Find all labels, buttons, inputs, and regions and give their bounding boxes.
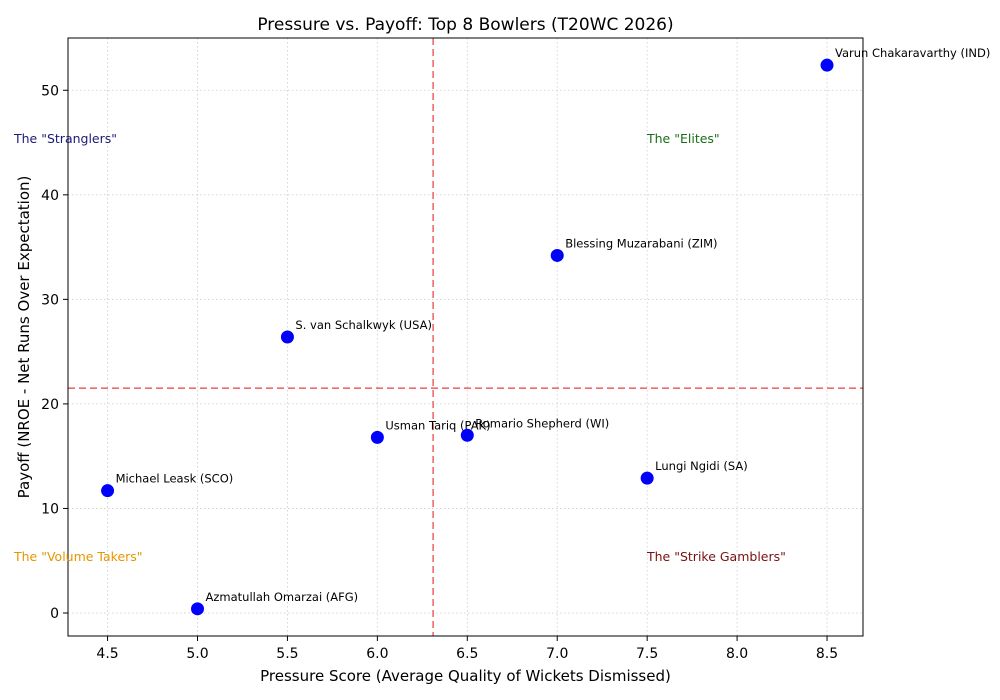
data-point — [820, 58, 834, 72]
x-tick-label: 6.5 — [456, 646, 478, 662]
data-point — [460, 428, 474, 442]
chart-title: Pressure vs. Payoff: Top 8 Bowlers (T20W… — [257, 15, 673, 35]
threshold-layer — [68, 38, 863, 636]
data-point — [640, 471, 654, 485]
data-point — [280, 330, 294, 344]
quadrant-label-top-right: The "Elites" — [646, 131, 720, 146]
x-tick-label: 6.0 — [366, 646, 388, 662]
y-tick-label: 40 — [41, 188, 59, 204]
data-point-label: Azmatullah Omarzai (AFG) — [206, 590, 359, 604]
y-tick-label: 0 — [50, 606, 59, 622]
data-point-label: Blessing Muzarabani (ZIM) — [565, 236, 717, 250]
y-axis-label: Payoff (NROE - Net Runs Over Expectation… — [15, 176, 33, 499]
x-tick-label: 8.5 — [816, 646, 838, 662]
y-tick-label: 10 — [41, 501, 59, 517]
quadrant-label-bottom-right: The "Strike Gamblers" — [646, 549, 786, 564]
grid-layer — [68, 38, 863, 636]
data-point — [370, 430, 384, 444]
data-point-label: Varun Chakaravarthy (IND) — [835, 46, 990, 60]
data-point — [101, 484, 115, 498]
x-tick-label: 7.5 — [636, 646, 658, 662]
data-point — [550, 248, 564, 262]
y-tick-label: 20 — [41, 397, 59, 413]
x-tick-label: 4.5 — [96, 646, 118, 662]
ticks-layer: 4.5 5.0 5.5 6.0 6.5 7.0 7.5 8.0 8.5 0 10 20 30 40 50 — [41, 83, 838, 662]
data-point-label: Lungi Ngidi (SA) — [655, 459, 748, 473]
x-tick-label: 7.0 — [546, 646, 568, 662]
y-tick-label: 50 — [41, 83, 59, 99]
data-point-label: Michael Leask (SCO) — [116, 472, 234, 486]
x-tick-label: 5.0 — [186, 646, 208, 662]
points-layer: Varun Chakaravarthy (IND) Blessing Muzara… — [101, 46, 990, 616]
plot-frame — [67, 37, 864, 637]
x-axis-label: Pressure Score (Average Quality of Wicke… — [260, 667, 671, 685]
quadrant-labels: The "Stranglers" The "Elites" The "Volume … — [13, 131, 786, 564]
data-point-label: Romario Shepherd (WI) — [475, 416, 609, 430]
y-tick-label: 30 — [41, 292, 59, 308]
quadrant-label-bottom-left: The "Volume Takers" — [13, 549, 143, 564]
quadrant-label-top-left: The "Stranglers" — [13, 131, 117, 146]
data-point-label: Usman Tariq (PAK) — [385, 418, 490, 432]
x-tick-label: 5.5 — [276, 646, 298, 662]
data-point-label: S. van Schalkwyk (USA) — [295, 318, 432, 332]
x-tick-label: 8.0 — [726, 646, 748, 662]
data-point — [191, 602, 205, 616]
